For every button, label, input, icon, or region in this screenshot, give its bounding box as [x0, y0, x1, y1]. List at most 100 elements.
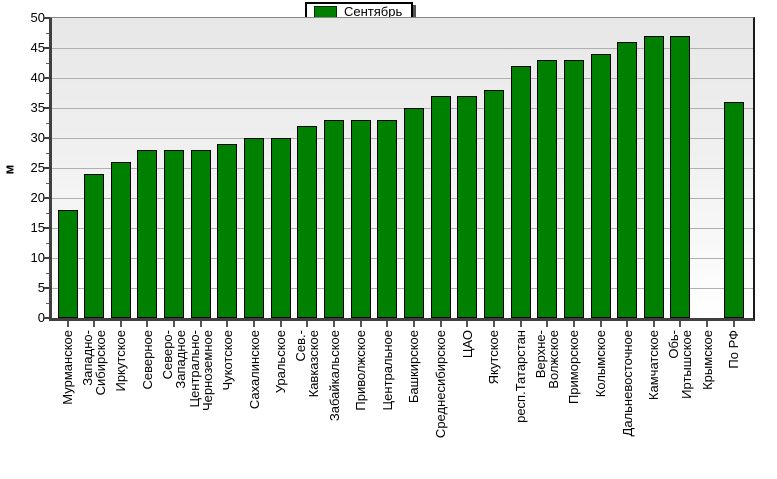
bar-Мурманское: [57, 210, 78, 318]
x-tick-mark: [93, 321, 96, 327]
bar-Обь-Иртышское: [670, 36, 691, 318]
y-tick-label: 40: [30, 70, 45, 85]
y-minor-tick-mark: [46, 63, 49, 64]
gridline: [52, 108, 753, 109]
gridline: [52, 168, 753, 169]
x-tick-mark: [66, 321, 69, 327]
x-category-label: Обь- Иртышское: [666, 330, 695, 399]
bar-Чукотское: [217, 144, 238, 318]
bar-респ.Татарстан: [510, 66, 531, 318]
bar-Сахалинское: [244, 138, 265, 318]
x-category-label: респ.Татарстан: [513, 330, 529, 423]
y-tick-label: 10: [30, 250, 45, 265]
bar-Приволжское: [350, 120, 371, 318]
x-tick-mark: [679, 321, 682, 327]
bar-Забайкальское: [324, 120, 344, 318]
x-tick-mark: [732, 321, 735, 327]
bar-Приморское: [563, 60, 584, 318]
y-tick-label: 45: [30, 40, 45, 55]
x-category-label: Центрально- Черноземное: [186, 330, 215, 412]
y-tick-label: 25: [30, 160, 45, 175]
y-tick-mark: [44, 227, 49, 229]
y-minor-tick-mark: [46, 33, 49, 34]
x-tick-mark: [119, 321, 122, 327]
x-tick-mark: [466, 321, 469, 327]
gridline: [52, 228, 753, 229]
x-tick-mark: [652, 321, 655, 327]
x-tick-mark: [439, 321, 442, 327]
x-category-label: Забайкальское: [326, 330, 342, 422]
bar-Уральское: [270, 138, 291, 318]
y-minor-tick-mark: [46, 213, 49, 214]
y-tick-mark: [44, 167, 49, 169]
bar-ЦАО: [457, 96, 478, 318]
x-category-label: Среднесибирское: [433, 330, 449, 439]
y-tick-label: 35: [30, 100, 45, 115]
y-minor-tick-mark: [46, 183, 49, 184]
x-tick-mark: [226, 321, 229, 327]
x-category-label: Дальневосточное: [619, 330, 635, 437]
bar-Колымское: [590, 54, 611, 318]
y-tick-mark: [44, 77, 49, 79]
bar-Северное: [137, 150, 158, 318]
x-category-label: ЦАО: [459, 330, 475, 359]
legend-color-swatch: [314, 5, 337, 18]
gridline: [52, 198, 753, 199]
y-tick-label: 15: [30, 220, 45, 235]
gridline: [52, 78, 753, 79]
bar-Якутское: [483, 90, 504, 318]
x-category-label: Колымское: [593, 330, 608, 398]
x-tick-mark: [572, 321, 575, 327]
x-category-label: Сев.- Кавказское: [293, 330, 322, 398]
gridline: [52, 258, 753, 259]
x-tick-mark: [173, 321, 176, 327]
y-minor-tick-mark: [46, 273, 49, 274]
bar-Центрально-Черноземное: [190, 150, 211, 318]
plot-area: [49, 17, 755, 321]
x-tick-mark: [599, 321, 602, 327]
y-minor-tick-mark: [46, 123, 49, 124]
bar-Западно-Сибирское: [84, 174, 105, 318]
x-category-label: Уральское: [273, 330, 289, 394]
x-tick-mark: [519, 321, 522, 327]
legend-series-label: Сентябрь: [344, 4, 403, 19]
x-category-label: Иркутское: [113, 330, 129, 392]
bar-Камчатское: [643, 36, 664, 318]
x-category-label: Верхне- Волжское: [533, 330, 562, 389]
x-tick-mark: [279, 321, 282, 327]
x-tick-mark: [306, 321, 309, 327]
y-tick-label: 30: [30, 130, 45, 145]
y-minor-tick-mark: [46, 93, 49, 94]
y-tick-label: 20: [30, 190, 45, 205]
x-tick-mark: [199, 321, 202, 327]
gridline: [52, 138, 753, 139]
bar-Дальневосточное: [617, 42, 638, 318]
x-tick-mark: [386, 321, 389, 327]
x-category-label: Башкирское: [406, 330, 422, 404]
x-tick-mark: [146, 321, 149, 327]
x-category-label: Западно- Сибирское: [80, 330, 109, 396]
bar-Северо-Западное: [164, 150, 185, 318]
y-tick-mark: [44, 287, 49, 289]
y-tick-label: 0: [37, 310, 45, 325]
bar-По РФ: [723, 102, 744, 318]
x-tick-mark: [546, 321, 549, 327]
x-category-label: Чукотское: [219, 330, 235, 391]
y-tick-mark: [44, 107, 49, 109]
y-tick-label: 50: [30, 10, 45, 25]
y-minor-tick-mark: [46, 153, 49, 154]
y-tick-mark: [44, 257, 49, 259]
y-tick-mark: [44, 47, 49, 49]
x-category-label: Сахалинское: [246, 330, 262, 410]
x-tick-mark: [706, 321, 709, 327]
x-category-label: Северо- Западное: [160, 330, 189, 389]
x-tick-mark: [253, 321, 256, 327]
x-category-label: Мурманское: [60, 330, 75, 405]
x-tick-mark: [626, 321, 629, 327]
x-category-label: Северное: [139, 330, 155, 390]
bar-Верхне-Волжское: [537, 60, 558, 318]
y-tick-mark: [44, 137, 49, 139]
gridline: [52, 48, 753, 49]
x-tick-mark: [359, 321, 362, 327]
